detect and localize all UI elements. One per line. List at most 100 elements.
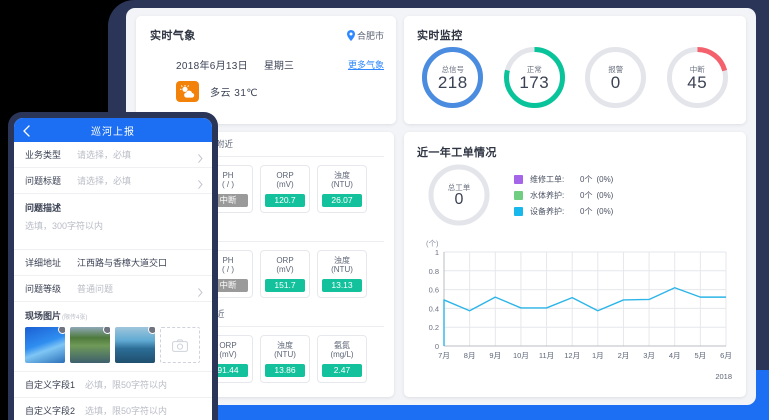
chart-x-tick: 8月 (463, 351, 476, 360)
monitor-ring-value: 45 (687, 73, 708, 92)
monitor-ring-value: 218 (437, 73, 468, 92)
metric-name: 浊度 (334, 171, 350, 180)
metric-unit: ( / ) (222, 265, 234, 275)
svg-text:0.6: 0.6 (429, 286, 439, 295)
chart-svg: 0 0.2 0.4 0.6 0.8 1 (429, 248, 727, 351)
site-photos-label: 现场图片 (25, 311, 62, 321)
work-order-card: 近一年工单情况 总工单 0 维修工单: 0个 (0%) 水体养护: 0个 (0%… (404, 132, 746, 397)
metric-unit: (NTU) (331, 265, 353, 275)
monitor-ring: 中断 45 (664, 44, 731, 111)
legend-value: 0个 (580, 174, 593, 184)
monitor-ring: 正常 173 (501, 44, 568, 111)
metric-unit: ( / ) (222, 180, 234, 190)
mobile-custom-field[interactable]: 自定义字段1 必填，限50字符以内 (14, 372, 212, 398)
work-order-line-chart: (个) 0 0.2 0.4 0.6 0.8 1 7月 8月 9月 10月 11月 12月 1月 2月 3月… (414, 238, 736, 386)
legend-swatch (514, 206, 523, 216)
metric-unit: (mV) (219, 350, 237, 360)
monitor-ring: 总信号 218 (419, 44, 486, 111)
site-photos-section: 现场图片 (限传4张) (14, 302, 212, 372)
mobile-field[interactable]: 问题标题 请选择，必填 (14, 168, 212, 194)
mobile-field[interactable]: 业务类型 请选择，必填 (14, 142, 212, 168)
svg-text:0.2: 0.2 (429, 323, 439, 332)
metric-name: 氨氮 (334, 341, 350, 350)
legend-item: 设备养护: 0个 (0%) (514, 206, 613, 217)
weather-header: 实时气象 合肥市 (136, 16, 396, 43)
monitor-ring-label: 报警 (608, 65, 624, 74)
metric-value: 91.44 (208, 363, 248, 377)
svg-text:0.4: 0.4 (429, 304, 439, 313)
svg-text:0: 0 (435, 342, 439, 351)
legend-percent: (0%) (596, 174, 614, 184)
metric-name: PH (222, 256, 234, 265)
add-photo-button[interactable] (160, 327, 200, 363)
mobile-title: 巡河上报 (91, 126, 135, 138)
divider (146, 156, 384, 157)
chart-x-tick: 3月 (643, 351, 655, 360)
realtime-monitor-card: 实时监控 总信号 218 正常 173 报警 0 中断 45 (404, 16, 746, 124)
photo-thumbnail[interactable] (25, 327, 65, 363)
work-order-donut-value: 0 (454, 191, 464, 208)
metric-unit: (NTU) (331, 180, 353, 190)
metric-card: 氨氮 (mg/L) 2.47 (317, 335, 367, 383)
mobile-report-panel: 巡河上报 业务类型 请选择，必填 问题标题 请选择，必填 问题描述 选填，300… (8, 112, 218, 420)
weather-date-row: 2018年6月13日 星期三 更多气象 (136, 43, 396, 72)
sun-cloud-icon (176, 81, 199, 102)
metric-value: 13.86 (265, 363, 305, 377)
divider (146, 326, 384, 327)
photo-thumbnail[interactable] (115, 327, 155, 363)
chart-x-tick: 4月 (668, 351, 681, 360)
mobile-custom-label: 自定义字段1 (25, 380, 76, 390)
metric-value: 120.7 (265, 193, 305, 207)
issue-description-block[interactable]: 问题描述 选填，300字符以内 (14, 194, 212, 250)
legend-item: 水体养护: 0个 (0%) (514, 190, 613, 201)
issue-level-value: 普通问题 (77, 284, 114, 294)
legend-percent: (0%) (596, 190, 614, 200)
monitor-ring-value: 173 (519, 73, 550, 92)
mobile-screen: 巡河上报 业务类型 请选择，必填 问题标题 请选择，必填 问题描述 选填，300… (14, 118, 212, 420)
svg-text:0.8: 0.8 (429, 267, 439, 276)
chart-year-label: 2018 (715, 372, 732, 381)
address-field[interactable]: 详细地址 江西路与香樟大道交口 (14, 250, 212, 276)
weather-date: 2018年6月13日 (176, 61, 248, 72)
monitor-ring-group: 总信号 218 正常 173 报警 0 中断 45 (404, 44, 746, 111)
issue-level-label: 问题等级 (25, 284, 62, 294)
mobile-field-value: 请选择，必填 (77, 176, 132, 186)
metric-value: 中断 (208, 278, 248, 292)
more-weather-link[interactable]: 更多气象 (347, 60, 384, 70)
metric-unit: (mV) (276, 180, 294, 190)
chart-x-tick: 1月 (591, 351, 604, 360)
chart-x-tick: 6月 (720, 351, 732, 360)
metric-value: 中断 (208, 193, 248, 207)
chart-x-tick: 10月 (512, 351, 529, 360)
metric-card: 浊度 (NTU) 13.13 (317, 250, 367, 298)
issue-description-label: 问题描述 (25, 203, 62, 213)
issue-level-field[interactable]: 问题等级 普通问题 (14, 276, 212, 302)
back-icon[interactable] (23, 124, 30, 137)
remove-photo-icon[interactable] (58, 327, 65, 334)
metric-name: PH (222, 171, 234, 180)
mobile-field-label: 业务类型 (25, 150, 62, 160)
svg-text:1: 1 (435, 248, 439, 257)
metric-card: ORP (mV) 151.7 (260, 250, 310, 298)
site-photos-hint: (限传4张) (62, 315, 88, 321)
address-label: 详细地址 (25, 258, 62, 268)
metric-value: 151.7 (265, 278, 305, 292)
mobile-header: 巡河上报 (14, 118, 212, 142)
remove-photo-icon[interactable] (103, 327, 110, 334)
chart-x-tick: 12月 (564, 351, 581, 360)
monitor-ring-value: 0 (610, 73, 621, 92)
mobile-field-value: 请选择，必填 (77, 150, 132, 160)
work-order-legend: 维修工单: 0个 (0%) 水体养护: 0个 (0%) 设备养护: 0个 (0%… (514, 174, 613, 217)
monitor-ring-label: 总信号 (441, 65, 465, 74)
photo-thumbnail[interactable] (70, 327, 110, 363)
mobile-custom-placeholder: 选填，限50字符以内 (85, 406, 168, 416)
mobile-custom-field[interactable]: 自定义字段2 选填，限50字符以内 (14, 398, 212, 420)
mobile-custom-placeholder: 必填，限50字符以内 (85, 380, 168, 390)
monitor-ring-label: 中断 (689, 65, 705, 74)
mobile-custom-label: 自定义字段2 (25, 406, 76, 416)
chevron-right-icon (198, 176, 203, 189)
remove-photo-icon[interactable] (148, 327, 155, 334)
mobile-field-list: 业务类型 请选择，必填 问题标题 请选择，必填 (14, 142, 212, 194)
metric-name: 浊度 (334, 256, 350, 265)
